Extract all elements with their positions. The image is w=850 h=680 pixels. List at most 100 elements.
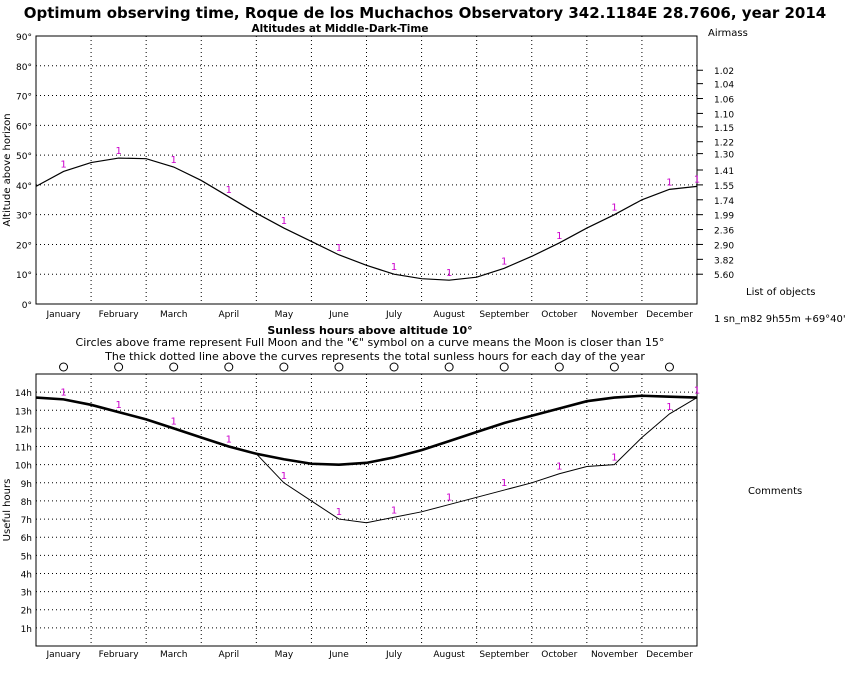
altitude-tick-label: 60°	[16, 122, 32, 132]
month-tick-label: September	[479, 650, 529, 660]
full-moon-icon	[59, 362, 69, 372]
object-marker: 1	[556, 462, 562, 473]
object-marker: 1	[336, 243, 342, 254]
airmass-tick-label: 1.15	[714, 124, 734, 134]
full-moon-icon	[609, 362, 619, 372]
object-marker: 1	[446, 268, 452, 279]
object-marker: 1	[391, 262, 397, 273]
airmass-tick-label: 2.90	[714, 241, 734, 251]
altitude-tick-label: 80°	[16, 63, 32, 73]
month-tick-label: October	[541, 310, 577, 320]
hour-tick-label: 10h	[15, 462, 32, 472]
hour-tick-label: 1h	[21, 625, 32, 635]
hour-tick-label: 5h	[21, 552, 32, 562]
object-marker: 1	[666, 402, 672, 413]
altitude-tick-label: 70°	[16, 93, 32, 103]
month-tick-label: May	[275, 310, 294, 320]
top-y-axis-label: Altitude above horizon	[2, 113, 13, 226]
airmass-tick-label: 1.99	[714, 212, 734, 222]
month-tick-label: May	[275, 650, 294, 660]
object-marker: 1	[556, 231, 562, 242]
bottom-chart-title: Sunless hours above altitude 10°	[267, 324, 472, 337]
airmass-tick-label: 1.22	[714, 139, 734, 149]
full-moon-icon	[224, 362, 234, 372]
month-tick-label: August	[433, 310, 465, 320]
useful-hours-curve	[35, 397, 698, 524]
list-of-objects-label: List of objects	[746, 287, 816, 298]
month-tick-label: September	[479, 310, 529, 320]
sunless-hours-plot: 1h 2h 3h 4h 5h 6h 7h 8h 9h 10h 11h 12h 13h 14h January…	[15, 362, 700, 660]
full-moon-icon	[114, 362, 124, 372]
month-tick-label: November	[591, 310, 638, 320]
hour-tick-label: 2h	[21, 607, 32, 617]
bottom-plot-frame	[35, 373, 698, 647]
full-moon-icon	[444, 362, 454, 372]
object-marker: 1	[501, 256, 507, 267]
object-marker: 1	[611, 453, 617, 464]
airmass-tick-label: 1.06	[714, 96, 734, 106]
airmass-label: Airmass	[708, 28, 748, 39]
full-moon-icon	[334, 362, 344, 372]
altitude-tick-label: 50°	[16, 152, 32, 162]
month-tick-label: January	[45, 650, 81, 660]
full-moon-icon	[279, 362, 289, 372]
altitude-tick-label: 40°	[16, 182, 32, 192]
hour-tick-label: 12h	[15, 425, 32, 435]
object-marker: 1	[60, 387, 66, 398]
month-tick-label: July	[385, 650, 403, 660]
month-tick-label: March	[160, 650, 187, 660]
object-marker: 1	[171, 155, 177, 166]
object-marker: 1	[336, 507, 342, 518]
month-tick-label: June	[328, 310, 349, 320]
hour-tick-label: 13h	[15, 407, 32, 417]
object-marker: 1	[115, 400, 121, 411]
airmass-tick-label: 1.41	[714, 167, 734, 177]
altitude-tick-label: 0°	[22, 301, 32, 311]
full-moon-icon	[664, 362, 674, 372]
airmass-tick-label: 1.10	[714, 110, 734, 120]
object-marker: 1	[611, 203, 617, 214]
airmass-tick-label: 1.04	[714, 81, 734, 91]
object-marker: 1	[694, 386, 700, 397]
airmass-tick-label: 1.55	[714, 182, 734, 192]
altitude-tick-label: 90°	[16, 33, 32, 43]
hour-tick-label: 14h	[15, 389, 32, 399]
month-tick-label: February	[99, 650, 140, 660]
object-marker: 1	[501, 478, 507, 489]
chart-title: Optimum observing time, Roque de los Muc…	[24, 4, 827, 22]
object-marker: 1	[281, 216, 287, 227]
airmass-tick-label: 1.30	[714, 151, 734, 161]
month-tick-label: January	[45, 310, 81, 320]
altitude-plot: 0° 10° 20° 30° 40° 50° 60° 70° 80° 90° January Febr…	[16, 33, 734, 320]
month-tick-label: November	[591, 650, 638, 660]
altitude-tick-label: 20°	[16, 241, 32, 251]
month-tick-label: July	[385, 310, 403, 320]
bottom-chart-note-1: Circles above frame represent Full Moon …	[76, 336, 665, 349]
altitude-tick-label: 10°	[16, 271, 32, 281]
bottom-chart-note-2: The thick dotted line above the curves r…	[104, 350, 645, 363]
object-marker: 1	[446, 493, 452, 504]
airmass-tick-label: 5.60	[714, 271, 734, 281]
airmass-tick-label: 1.02	[714, 67, 734, 77]
month-tick-label: April	[219, 650, 240, 660]
hour-tick-label: 8h	[21, 498, 32, 508]
top-chart-subtitle: Altitudes at Middle-Dark-Time	[252, 23, 429, 35]
hour-tick-label: 3h	[21, 589, 32, 599]
hour-tick-label: 9h	[21, 480, 32, 490]
altitude-tick-label: 30°	[16, 212, 32, 222]
full-moon-icon	[499, 362, 509, 372]
object-marker: 1	[60, 159, 66, 170]
month-tick-label: December	[646, 310, 693, 320]
airmass-tick-label: 2.36	[714, 227, 734, 237]
hour-tick-label: 4h	[21, 570, 32, 580]
full-moon-icon	[554, 362, 564, 372]
hour-tick-label: 7h	[21, 516, 32, 526]
object-marker: 1	[666, 177, 672, 188]
object-marker: 1	[226, 435, 232, 446]
object-marker: 1	[281, 471, 287, 482]
airmass-tick-label: 3.82	[714, 256, 734, 266]
full-moon-icon	[389, 362, 399, 372]
month-tick-label: March	[160, 310, 187, 320]
month-tick-label: February	[99, 310, 140, 320]
